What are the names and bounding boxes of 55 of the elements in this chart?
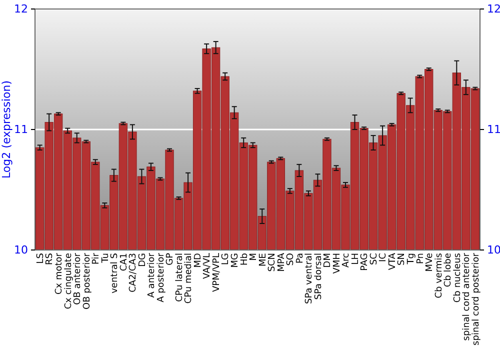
y2-tick-label: 11	[487, 123, 500, 136]
x-tick-label: PAG	[360, 252, 370, 271]
x-tick-label: Pa	[295, 253, 306, 264]
x-tick-label: Tu	[100, 253, 111, 264]
x-tick-label: Cb lobe	[444, 252, 454, 288]
x-tick-label: CA2/CA3	[128, 253, 139, 292]
y-tick-label: 12	[14, 2, 28, 16]
x-tick-label: MD	[193, 252, 204, 268]
x-tick-label: GP	[166, 252, 176, 266]
x-tick-label: SN	[397, 253, 408, 266]
y-axis-title: Log2 (expression)	[0, 80, 13, 179]
x-tick-label: SPa ventral	[304, 253, 315, 304]
x-tick-label: VA/VL	[202, 253, 213, 279]
x-tick-label: Cx cingulate	[64, 252, 74, 310]
x-tick-label: VMH	[332, 253, 342, 274]
x-tick-label: ME	[258, 252, 268, 266]
x-tick-label: LH	[350, 253, 361, 265]
x-tick-label: A posterior	[156, 252, 166, 302]
x-tick-label: CPu medial	[184, 253, 194, 304]
x-tick-label: OB anterior	[73, 252, 84, 305]
y2-tick-label: 10	[487, 244, 500, 257]
x-tick-label: SO	[286, 253, 296, 266]
x-tick-label: MVe	[425, 252, 436, 272]
x-tick-label: ventral S	[110, 252, 120, 294]
x-tick-label: Cb nucleus	[452, 252, 463, 303]
x-tick-label: Arc	[342, 252, 352, 268]
x-tick-label: LG	[221, 252, 232, 265]
x-tick-label: SC	[369, 253, 380, 265]
x-tick-label: MPA	[276, 252, 287, 272]
x-tick-label: M	[249, 253, 260, 261]
x-tick-label: Pn	[416, 253, 426, 264]
x-tick-label: A anterior	[147, 252, 158, 298]
y2-tick-label: 12	[487, 2, 500, 16]
x-tick-label: CPu lateral	[174, 253, 185, 302]
x-tick-label: Hb	[240, 252, 250, 266]
x-tick-label: MG	[230, 252, 240, 268]
x-tick-label: LS	[36, 252, 46, 264]
x-tick-label: Cb vermis	[434, 252, 444, 298]
x-tick-label: OB posterior	[82, 252, 92, 310]
y-tick-label: 11	[14, 123, 28, 136]
x-tick-label: Cx motor	[54, 252, 64, 294]
x-tick-label: Tg	[406, 253, 416, 266]
x-tick-label: DM	[323, 253, 334, 268]
x-tick-label: DG	[138, 252, 148, 267]
x-tick-label: spinal cord posterior	[471, 252, 482, 346]
x-tick-label: CA1	[119, 253, 130, 272]
x-tick-label: Pir	[92, 252, 102, 264]
x-tick-label: IC	[378, 253, 389, 262]
x-tick-label: SCN	[268, 253, 278, 272]
x-tick-label: RS	[45, 252, 56, 265]
x-tick-label: VPM/VPL	[212, 253, 222, 292]
x-tick-label: SPa dorsal	[314, 253, 324, 300]
x-tick-label: VTA	[388, 252, 398, 270]
y-tick-label: 10	[14, 244, 28, 257]
x-tick-label: spinal cord anterior	[462, 252, 472, 341]
